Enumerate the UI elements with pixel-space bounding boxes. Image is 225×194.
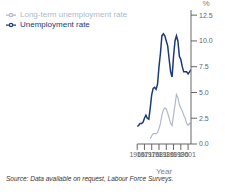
svg-text:2.5: 2.5 <box>199 115 209 122</box>
svg-text:10.0: 10.0 <box>199 37 213 44</box>
html-text:Source: Data available on requ: Source: Data available on request, Labou… <box>6 175 174 182</box>
html-text:Unemployment rate: Unemployment rate <box>20 20 90 30</box>
svg-text:2001: 2001 <box>180 151 196 158</box>
svg-text:12.5: 12.5 <box>199 12 213 19</box>
svg-text:%: % <box>202 0 209 8</box>
html-text:Long-term unemployment rate: Long-term unemployment rate <box>20 10 128 20</box>
svg-text:5.0: 5.0 <box>199 89 209 96</box>
svg-text:Year: Year <box>156 167 173 174</box>
svg-text:0.0: 0.0 <box>199 140 209 147</box>
svg-text:7.5: 7.5 <box>199 63 209 70</box>
